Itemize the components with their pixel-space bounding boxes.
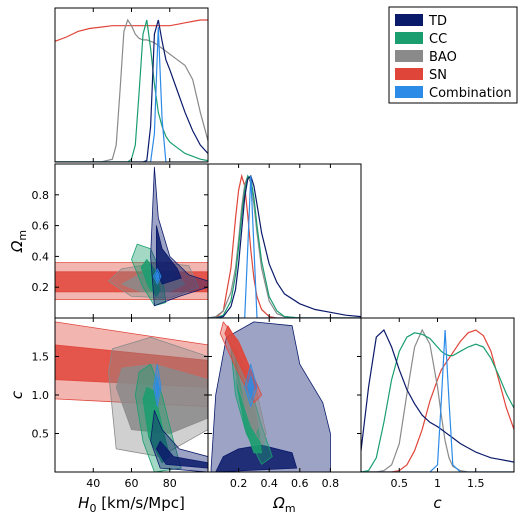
y-tick-label: 0.8 <box>32 189 50 202</box>
x-tick-label: 0.8 <box>322 477 340 490</box>
y-tick-label: 1.0 <box>32 389 50 402</box>
legend-label-td: TD <box>428 14 447 29</box>
x-tick-label: 80 <box>163 477 177 490</box>
contour-cc-1sigma <box>140 259 161 297</box>
panel-frame <box>207 163 362 319</box>
legend-swatch-td <box>395 14 423 26</box>
contour-layer <box>55 321 208 472</box>
legend-swatch-bao <box>395 50 423 62</box>
y-tick-label: 0.4 <box>32 250 50 263</box>
marginal-curve-sn <box>208 173 361 318</box>
y-tick-label: 0.2 <box>32 281 50 294</box>
y-axis-label: c <box>8 390 26 399</box>
panel-om-vs-h0: 0.2 0.4 0.6 0.8 Ωm <box>8 163 209 319</box>
x-tick-label: 1 <box>434 477 441 490</box>
x-tick-label: 0.2 <box>230 477 248 490</box>
contour-layer <box>55 166 208 307</box>
panel-c-marginal: 0.5 1 1.5 c <box>360 317 515 512</box>
legend-label-cc: CC <box>429 32 447 47</box>
contour-td-1sigma <box>215 444 298 472</box>
marginal-curve-cc <box>361 332 514 472</box>
marginal-curve-combination <box>361 329 514 472</box>
contour-combination-1sigma <box>154 375 160 400</box>
marginal-curve-cc <box>208 174 361 318</box>
marginal-curve-bao <box>361 328 514 472</box>
x-axis-label: c <box>433 494 442 512</box>
legend-label-combination: Combination <box>429 86 512 101</box>
legend: TD CC BAO SN Combination <box>388 6 518 104</box>
x-tick-label: 0.4 <box>260 477 278 490</box>
marginal-curve-td <box>208 174 361 318</box>
legend-swatch-sn <box>395 68 423 80</box>
marginal-curve-combination <box>55 27 208 162</box>
marginal-curve-td <box>55 19 208 162</box>
marginal-curves <box>208 173 361 318</box>
marginal-curve-td <box>361 328 514 463</box>
x-tick-label: 1.5 <box>467 477 485 490</box>
contour-combination-1sigma <box>154 271 160 282</box>
contour-combination-1sigma <box>247 375 255 400</box>
panel-frame <box>360 317 515 473</box>
marginal-curve-cc <box>55 19 208 162</box>
legend-swatch-combination <box>395 86 423 98</box>
marginal-curves <box>55 18 208 162</box>
panel-c-vs-om: 0.2 0.4 0.6 0.8 Ωm <box>207 317 362 515</box>
contour-td-1sigma <box>155 440 208 469</box>
y-axis-label: Ωm <box>8 230 29 253</box>
contour-layer <box>210 321 331 472</box>
marginal-curves <box>361 328 514 472</box>
panel-h0-marginal <box>54 7 209 163</box>
legend-label-sn: SN <box>429 68 447 83</box>
panel-om-marginal <box>207 163 362 319</box>
legend-label-bao: BAO <box>429 50 457 65</box>
marginal-curve-sn <box>55 19 208 42</box>
x-tick-label: 0.5 <box>391 477 409 490</box>
panel-c-vs-h0: 40 60 80 0.5 1.0 1.5 c H0 [km/s/Mpc] <box>8 317 209 515</box>
legend-swatch-cc <box>395 32 423 44</box>
y-tick-label: 0.5 <box>32 428 50 441</box>
y-tick-label: 0.6 <box>32 220 50 233</box>
marginal-curve-bao <box>208 174 361 318</box>
x-tick-label: 60 <box>125 477 139 490</box>
x-axis-label: H0 [km/s/Mpc] <box>78 494 185 515</box>
x-axis-label: Ωm <box>272 494 295 515</box>
contour-td-1sigma <box>155 225 182 285</box>
marginal-curve-sn <box>361 329 514 472</box>
marginal-curve-bao <box>55 18 208 162</box>
x-tick-label: 0.6 <box>291 477 309 490</box>
x-tick-label: 40 <box>86 477 100 490</box>
y-tick-label: 1.5 <box>32 351 50 364</box>
marginal-curve-combination <box>208 175 361 318</box>
